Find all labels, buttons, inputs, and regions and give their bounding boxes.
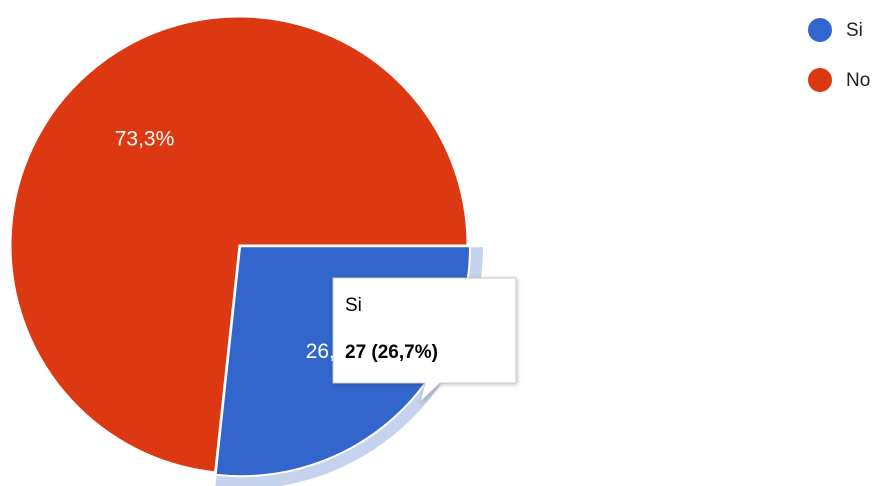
legend-label: Si — [846, 20, 863, 41]
legend-swatch — [808, 18, 832, 42]
slice — [10, 16, 468, 473]
legend: Si No — [808, 18, 870, 92]
legend-label: No — [846, 70, 870, 91]
legend-swatch — [808, 68, 832, 92]
slice-label: 73,3% — [115, 127, 175, 150]
tooltip-box — [332, 277, 517, 404]
tooltip-title: Si — [345, 295, 362, 316]
tooltip: Si 27 (26,7%) — [332, 277, 517, 404]
pie: 73,3%26,7% — [10, 16, 484, 486]
tooltip-text: 27 (26,7%) — [345, 342, 438, 363]
